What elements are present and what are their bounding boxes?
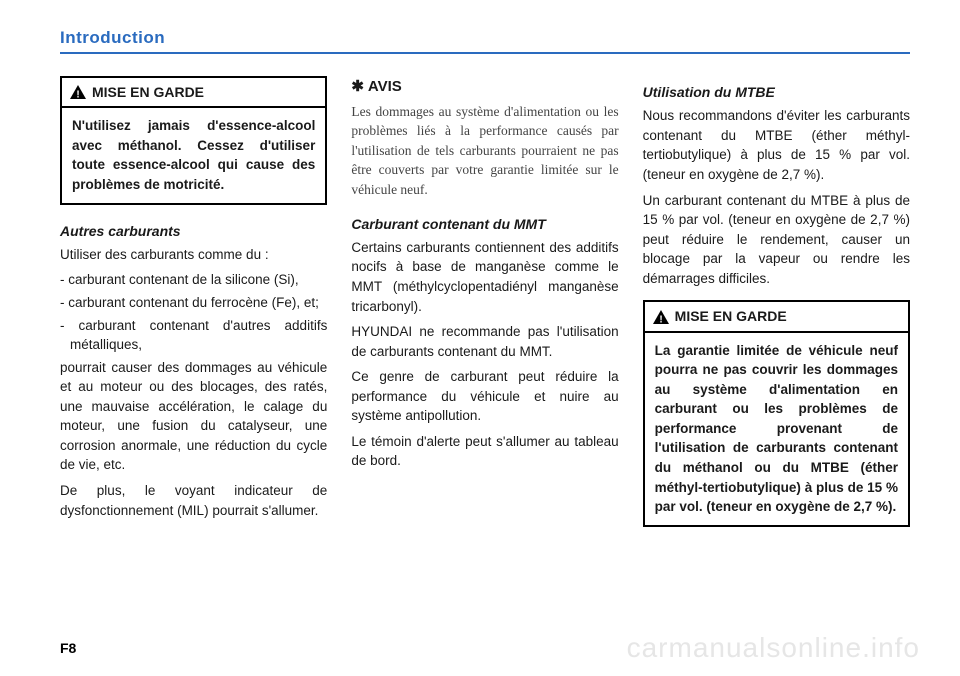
list-item-fe: - carburant contenant du ferrocène (Fe),… <box>70 293 327 313</box>
header-rule <box>60 52 910 54</box>
para-c2-1: Certains carburants contiennent des addi… <box>351 238 618 316</box>
warning-body-2: La garantie limitée de véhicule neuf pou… <box>645 333 908 525</box>
svg-text:!: ! <box>659 314 662 324</box>
para-c1-2: pourrait causer des dommages au véhicule… <box>60 358 327 475</box>
para-c2-4: Le témoin d'alerte peut s'allumer au tab… <box>351 432 618 471</box>
avis-title-text: AVIS <box>368 76 402 98</box>
watermark: carmanualsonline.info <box>627 632 920 664</box>
avis-heading: ✱ AVIS <box>351 76 618 98</box>
para-c2-3: Ce genre de carburant peut réduire la pe… <box>351 367 618 426</box>
warning-title-text-1: MISE EN GARDE <box>92 82 204 102</box>
warning-body-1: N'utilisez jamais d'essence-alcool avec … <box>62 108 325 202</box>
page: Introduction ! MISE EN GARDE N'utilisez … <box>0 0 960 676</box>
subhead-mtbe: Utilisation du MTBE <box>643 82 910 102</box>
page-number: F8 <box>60 640 76 656</box>
warning-title-2: ! MISE EN GARDE <box>645 302 908 332</box>
warning-title-text-2: MISE EN GARDE <box>675 306 787 326</box>
subhead-mmt: Carburant contenant du MMT <box>351 214 618 234</box>
warning-icon: ! <box>653 310 669 324</box>
column-3: Utilisation du MTBE Nous recommandons d'… <box>643 76 910 543</box>
column-2: ✱ AVIS Les dommages au système d'aliment… <box>351 76 618 543</box>
para-c3-1: Nous recommandons d'éviter les carburant… <box>643 106 910 184</box>
para-c1-1: Utiliser des carburants comme du : <box>60 245 327 265</box>
content-columns: ! MISE EN GARDE N'utilisez jamais d'esse… <box>60 76 910 543</box>
para-c2-2: HYUNDAI ne recommande pas l'utilisation … <box>351 322 618 361</box>
list-item-autres: - carburant contenant d'autres additifs … <box>70 316 327 355</box>
page-header: Introduction <box>60 28 910 48</box>
warning-title-1: ! MISE EN GARDE <box>62 78 325 108</box>
warning-box-2: ! MISE EN GARDE La garantie limitée de v… <box>643 300 910 526</box>
subhead-autres-carburants: Autres carburants <box>60 221 327 241</box>
avis-body: Les dommages au système d'alimentation o… <box>351 102 618 200</box>
svg-text:!: ! <box>76 90 79 100</box>
column-1: ! MISE EN GARDE N'utilisez jamais d'esse… <box>60 76 327 543</box>
warning-box-1: ! MISE EN GARDE N'utilisez jamais d'esse… <box>60 76 327 205</box>
para-c1-3: De plus, le voyant indicateur de dysfonc… <box>60 481 327 520</box>
warning-icon: ! <box>70 85 86 99</box>
list-item-si: - carburant contenant de la silicone (Si… <box>70 270 327 290</box>
avis-prefix-icon: ✱ <box>351 76 364 98</box>
para-c3-2: Un carburant contenant du MTBE à plus de… <box>643 191 910 289</box>
